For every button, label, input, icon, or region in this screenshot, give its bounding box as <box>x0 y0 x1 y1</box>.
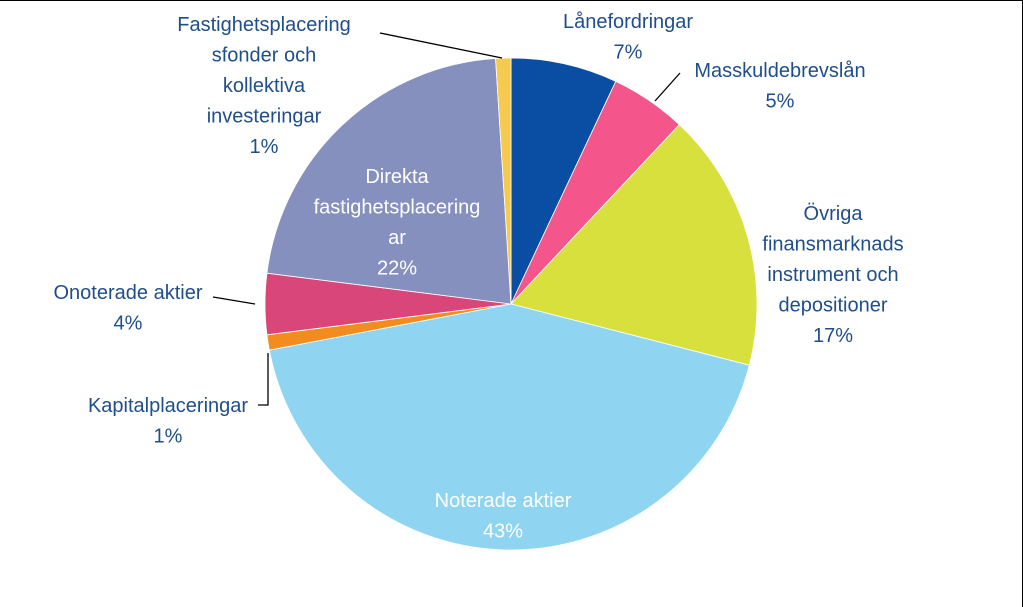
data-label-line: Övriga <box>804 203 864 225</box>
data-label-line: kollektiva <box>223 75 306 97</box>
data-label-line: ar <box>388 227 406 249</box>
data-label-line: Kapitalplaceringar <box>88 395 248 417</box>
data-label-line: 4% <box>114 313 143 335</box>
data-label-line: fastighetsplacering <box>314 197 481 219</box>
data-label-4: Noterade aktier 43% <box>435 490 572 543</box>
data-label-3: Övriga finansmarknads instrument och deposi… <box>762 203 903 347</box>
data-label-line: Noterade aktier <box>435 490 572 512</box>
pie-slices <box>264 57 758 551</box>
pie-slice-3 <box>510 124 758 366</box>
data-label-line: Masskuldebrevslån <box>694 60 865 82</box>
data-label-line: investeringar <box>207 106 322 128</box>
data-label-line: 22% <box>377 258 417 280</box>
data-label-1: Lånefordringar 7% <box>563 11 693 64</box>
data-label-line: 1% <box>250 136 279 158</box>
data-label-line: 1% <box>154 426 183 448</box>
pie-slice-1 <box>510 57 617 305</box>
data-label-5: Kapitalplaceringar 1% <box>88 395 248 448</box>
data-labels: Lånefordringar 7% Masskuldebrevslån 5% Övrig… <box>54 11 904 543</box>
data-label-line: Direkta <box>365 166 429 188</box>
data-label-line: depositioner <box>779 295 888 317</box>
pie-slice-7 <box>266 58 512 305</box>
pie-slice-4 <box>268 303 750 551</box>
data-label-line: instrument och <box>767 264 898 286</box>
data-label-6: Onoterade aktier 4% <box>54 282 203 335</box>
leader-line-8 <box>379 32 503 59</box>
data-label-line: 17% <box>813 325 853 347</box>
data-label-line: sfonder och <box>212 45 317 67</box>
pie-slice-8 <box>495 57 512 305</box>
data-label-line: Lånefordringar <box>563 11 693 33</box>
leader-line-5 <box>258 353 269 406</box>
data-label-line: 7% <box>614 42 643 64</box>
data-label-line: Fastighetsplacering <box>177 14 350 36</box>
leader-line-2 <box>654 72 681 102</box>
data-label-line: finansmarknads <box>762 234 903 256</box>
data-label-8: Fastighetsplacering sfonder och kollektiva… <box>177 14 350 158</box>
data-label-7: Direkta fastighetsplacering ar 22% <box>314 166 481 280</box>
data-label-line: 43% <box>483 521 523 543</box>
data-label-2: Masskuldebrevslån 5% <box>694 60 865 113</box>
data-label-line: Onoterade aktier <box>54 282 203 304</box>
leader-line-6 <box>212 296 256 305</box>
data-label-line: 5% <box>766 91 795 113</box>
